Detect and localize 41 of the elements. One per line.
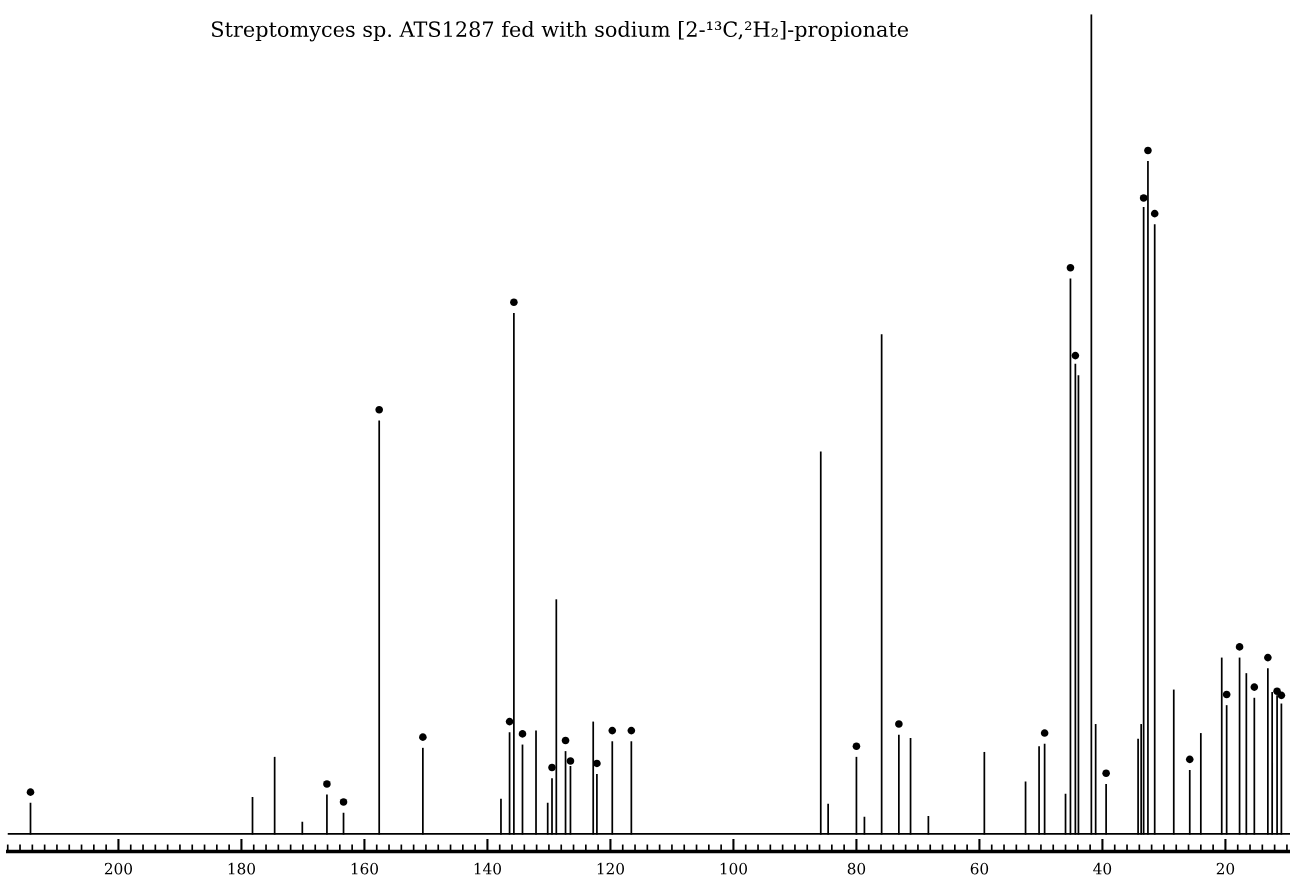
chart-title: Streptomyces sp. ATS1287 fed with sodium [2-¹³C,²H₂]-propionate	[212, 20, 909, 42]
point	[1185, 755, 1194, 764]
point	[323, 780, 331, 788]
point	[375, 405, 383, 414]
point	[510, 298, 518, 307]
x-tick-label: 180	[228, 862, 255, 875]
point	[1222, 690, 1231, 699]
point	[566, 757, 575, 765]
point	[1040, 729, 1049, 737]
point	[1102, 769, 1110, 778]
point	[1250, 683, 1259, 691]
point	[1277, 691, 1286, 700]
point	[518, 730, 527, 738]
point	[505, 717, 514, 726]
point	[26, 788, 35, 796]
x-tick-label: 160	[351, 862, 378, 875]
point	[852, 742, 861, 750]
point	[1273, 687, 1281, 696]
point	[593, 759, 601, 768]
x-tick-label: 120	[597, 862, 624, 875]
x-tick-label: 100	[720, 862, 747, 875]
point	[548, 763, 556, 772]
point	[1235, 643, 1244, 651]
point	[895, 720, 903, 728]
point	[1066, 263, 1075, 272]
x-tick-label: 20	[1216, 862, 1235, 875]
point	[419, 733, 427, 741]
x-tick-label: 80	[847, 862, 866, 875]
point	[627, 726, 636, 735]
x-tick-label: 60	[970, 862, 989, 875]
point	[561, 736, 570, 745]
point	[1071, 351, 1080, 360]
x-tick-label: 40	[1093, 862, 1112, 875]
point	[1144, 146, 1152, 155]
point	[339, 798, 348, 806]
point	[1264, 653, 1272, 662]
point	[608, 726, 617, 735]
point	[1139, 194, 1148, 202]
point	[1150, 209, 1159, 218]
x-tick-label: 140	[474, 862, 501, 875]
x-tick-label: 200	[104, 862, 132, 875]
